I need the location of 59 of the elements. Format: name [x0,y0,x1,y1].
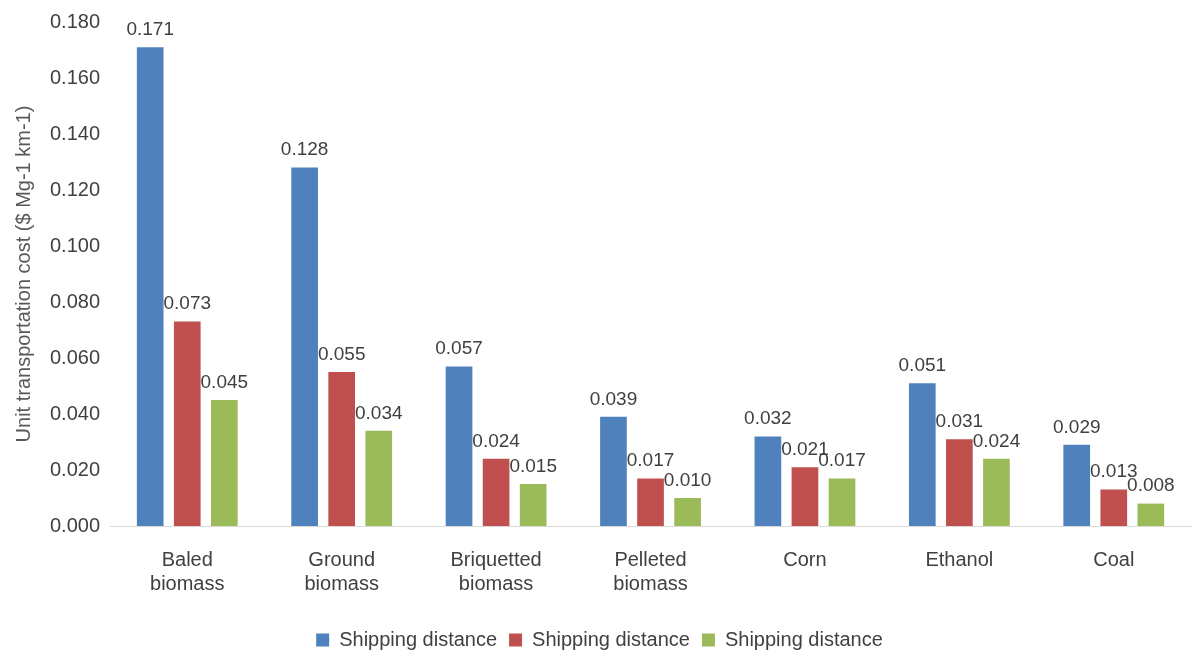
data-label: 0.029 [1052,415,1101,437]
y-tick-label: 0.040 [49,401,101,424]
legend-label: Shipping distance [339,627,498,650]
data-label: 0.073 [163,292,212,314]
data-label: 0.128 [280,138,329,160]
y-tick-label: 0.020 [49,457,101,480]
bar [637,478,664,526]
bar [173,321,201,526]
bar [482,458,510,526]
bar [1100,489,1128,526]
bar [1063,444,1091,526]
y-tick-label: 0.140 [49,121,101,144]
x-tick-label: Ground biomass [304,547,379,594]
data-label: 0.032 [744,407,792,429]
y-tick-label: 0.160 [49,65,101,88]
x-tick-label: Corn [783,547,827,570]
y-axis-title: Unit transportation cost ($ Mg-1 km-1) [11,105,34,443]
legend-label: Shipping distance [532,627,690,650]
x-tick-label: Coal [1093,547,1135,570]
bar [908,383,936,526]
x-tick-label: Baled biomass [150,547,225,594]
data-label: 0.017 [626,449,675,471]
y-tick-label: 0.000 [49,513,101,536]
y-tick-label: 0.120 [49,177,101,200]
bar [1137,503,1165,526]
data-label: 0.171 [126,17,174,39]
bar [946,439,973,526]
data-label: 0.051 [898,353,947,375]
x-tick-label: Ethanol [925,547,994,570]
y-tick-label: 0.100 [49,233,101,256]
bar [983,458,1010,526]
bar [210,400,238,526]
data-label: 0.039 [589,387,638,409]
y-tick-label: 0.080 [49,289,101,312]
bar [791,467,819,526]
bar [136,47,164,526]
y-tick-label: 0.060 [49,345,101,368]
bar [519,484,547,526]
bar [674,498,701,526]
bar [291,167,318,526]
x-tick-label: Briquetted biomass [450,547,542,594]
bar [754,436,782,526]
x-tick-label: Pelleted biomass [613,547,688,594]
data-label: 0.024 [472,429,521,451]
data-label: 0.055 [317,342,366,364]
bar [328,372,356,526]
data-label: 0.031 [935,409,984,431]
data-label: 0.015 [509,454,557,476]
data-label: 0.010 [663,468,712,490]
bar [600,416,627,526]
data-label: 0.034 [354,401,403,423]
data-label: 0.057 [435,337,483,359]
legend-label: Shipping distance [724,627,883,650]
y-tick-label: 0.180 [49,9,101,32]
data-label: 0.045 [200,370,249,392]
bar [828,478,856,526]
data-label: 0.024 [972,429,1021,451]
bar [365,430,393,526]
bar [445,366,473,526]
